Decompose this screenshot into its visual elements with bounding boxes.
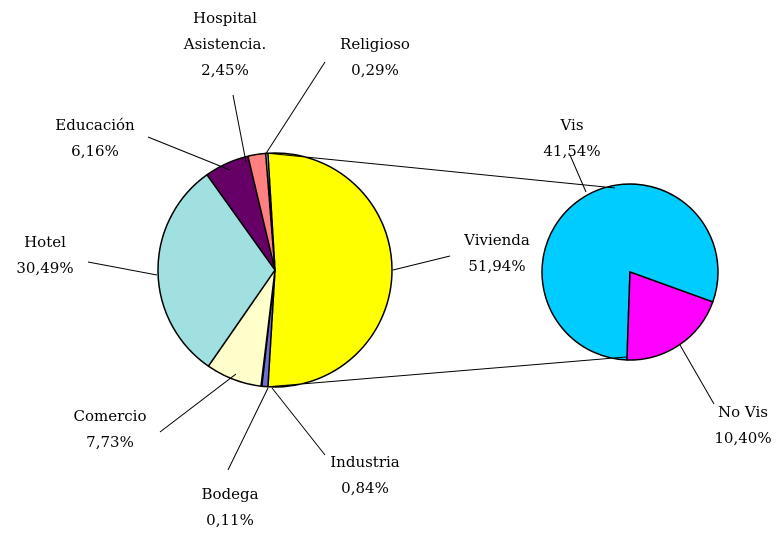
data-label: Educación 6,16% — [35, 112, 155, 164]
label-name: Vivienda — [464, 231, 530, 249]
data-label: Vivienda 51,94% — [437, 227, 557, 279]
label-value: 30,49% — [16, 259, 74, 277]
label-name: Vis — [560, 116, 584, 134]
data-label: Bodega 0,11% — [170, 481, 290, 533]
leader-line — [232, 94, 247, 163]
leader-line — [159, 373, 237, 433]
label-name: Bodega — [201, 485, 259, 503]
leader-line — [271, 387, 326, 456]
label-value: 0,84% — [341, 479, 389, 497]
label-name: Religioso — [340, 35, 410, 53]
label-value: 0,29% — [351, 61, 399, 79]
label-name: Industria — [330, 453, 400, 471]
label-name: Hotel — [24, 233, 66, 251]
label-value: 6,16% — [71, 142, 119, 160]
leader-line — [679, 344, 715, 405]
label-value: 2,45% — [201, 61, 249, 79]
leader-line — [569, 154, 587, 193]
pie-slice — [626, 270, 714, 361]
connector-line — [267, 152, 616, 189]
leader-line — [264, 61, 326, 156]
data-label: No Vis 10,40% — [683, 399, 783, 451]
leader-line — [392, 255, 451, 271]
label-value: 10,40% — [714, 429, 772, 447]
data-label: Comercio 7,73% — [50, 403, 170, 455]
data-label: Religioso 0,29% — [315, 31, 435, 83]
leader-line — [227, 387, 269, 471]
data-label: Vis 41,54% — [512, 112, 632, 164]
pie-slice — [157, 173, 276, 368]
label-name: Educación — [55, 116, 135, 134]
label-name: No Vis — [718, 403, 768, 421]
label-value: 0,11% — [206, 511, 254, 529]
label-name: Hospital Asistencia. — [183, 9, 267, 53]
pie-slice — [267, 152, 393, 388]
leader-line — [147, 136, 231, 171]
label-value: 7,73% — [86, 433, 134, 451]
label-value: 41,54% — [543, 142, 601, 160]
label-name: Comercio — [73, 407, 147, 425]
data-label: Hospital Asistencia. 2,45% — [175, 5, 275, 83]
connector-line — [267, 356, 627, 388]
leader-line — [87, 261, 158, 276]
data-label: Hotel 30,49% — [0, 229, 105, 281]
data-label: Industria 0,84% — [305, 449, 425, 501]
label-value: 51,94% — [468, 257, 526, 275]
